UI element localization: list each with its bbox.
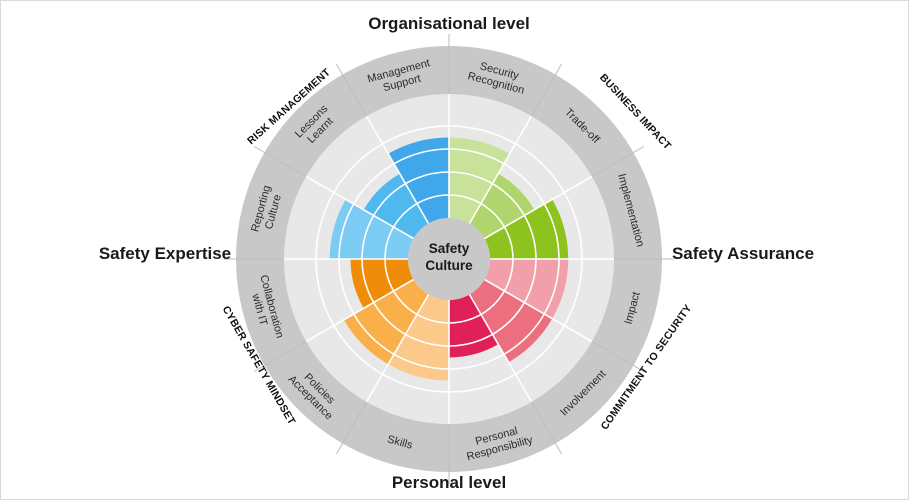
- outer-divider: [253, 341, 307, 372]
- outer-divider: [531, 401, 562, 455]
- segment-fill-trade-off: [469, 173, 535, 239]
- outer-divider: [591, 146, 645, 177]
- outer-divider: [531, 63, 562, 117]
- axis-label-top: Organisational level: [368, 14, 530, 33]
- segment-divider: [365, 115, 430, 224]
- segment-divider: [484, 175, 593, 240]
- outer-divider: [336, 401, 367, 455]
- center-label-line-2: Culture: [425, 258, 473, 273]
- center-label-line-1: Safety: [429, 241, 470, 256]
- segment-divider: [305, 278, 414, 343]
- segment-divider: [365, 294, 430, 403]
- segment-dividers: [224, 34, 674, 484]
- segment-fill-reporting-culture: [329, 199, 414, 259]
- axis-label-right: Safety Assurance: [672, 244, 814, 263]
- axis-label-left: Safety Expertise: [99, 244, 231, 263]
- segment-fill-lessons-learnt: [363, 173, 429, 239]
- segment-fill-personal-responsibility: [449, 294, 499, 358]
- segment-fill-policies-acceptance: [343, 279, 429, 365]
- segment-fill-collaboration-with-it: [350, 259, 414, 309]
- outer-divider: [253, 146, 307, 177]
- segment-fills: [329, 137, 569, 381]
- segment-divider: [468, 294, 533, 403]
- segment-fill-impact: [484, 259, 569, 319]
- segment-fill-implementation: [484, 199, 569, 259]
- segment-divider: [305, 175, 414, 240]
- segment-divider: [468, 115, 533, 224]
- center-disc: [408, 218, 490, 300]
- axis-label-bottom: Personal level: [392, 473, 506, 492]
- segment-divider: [484, 278, 593, 343]
- outer-divider: [591, 341, 645, 372]
- outer-divider: [336, 63, 367, 117]
